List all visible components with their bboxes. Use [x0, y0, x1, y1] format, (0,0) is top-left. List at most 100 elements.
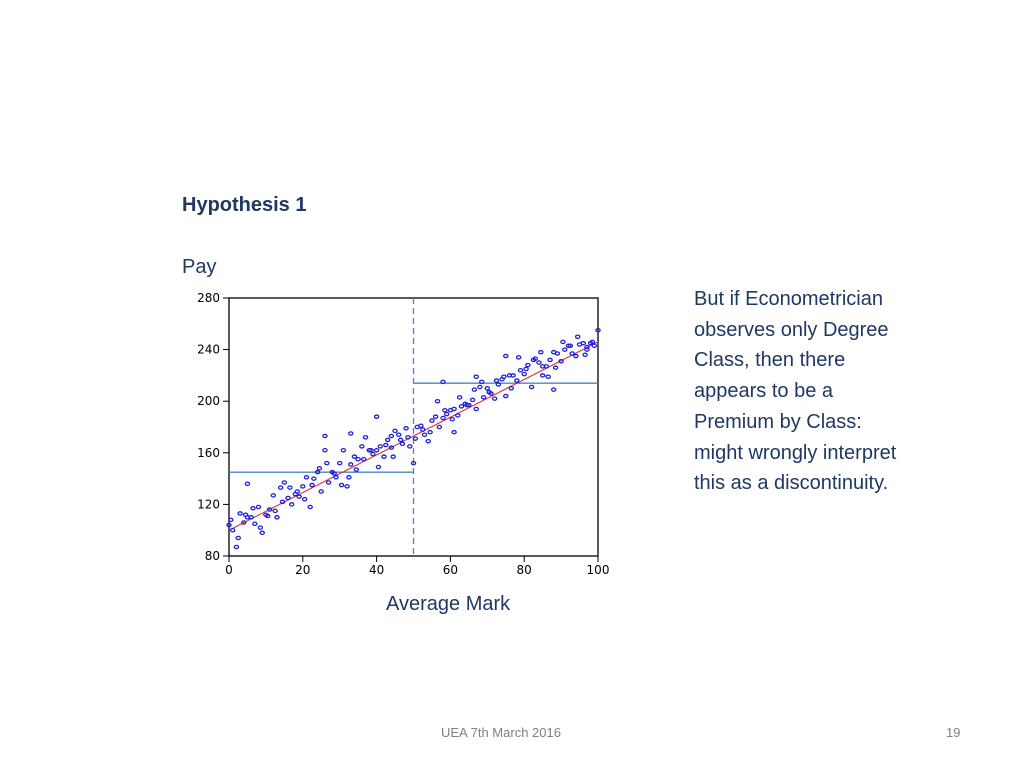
note-line: Class, then there [694, 349, 846, 372]
data-point [301, 496, 308, 502]
data-point [547, 357, 553, 363]
data-point [373, 414, 380, 419]
x-tick-label: 100 [587, 563, 610, 577]
y-tick-label: 160 [197, 446, 220, 460]
data-point [309, 482, 315, 488]
data-point [381, 454, 387, 459]
data-points [226, 327, 601, 550]
data-point [355, 456, 361, 462]
data-point [591, 343, 598, 348]
note-line: But if Econometrician [694, 288, 883, 310]
data-point [508, 386, 515, 391]
data-point [427, 429, 433, 435]
data-point [344, 484, 350, 489]
data-point [250, 506, 256, 511]
data-point [362, 435, 369, 440]
plot-frame [228, 297, 599, 557]
data-point [368, 447, 374, 453]
data-point [434, 398, 441, 404]
x-tick-label: 20 [295, 563, 310, 577]
data-point [501, 374, 507, 379]
data-point [582, 352, 588, 358]
data-point [244, 515, 251, 520]
data-point [455, 413, 461, 418]
data-point [397, 437, 404, 443]
data-point [562, 347, 568, 352]
data-point [333, 475, 339, 480]
data-point [281, 480, 288, 485]
y-tick-label: 280 [197, 291, 220, 305]
data-point [405, 435, 411, 440]
data-point [523, 366, 529, 372]
data-point [288, 502, 295, 507]
data-point [377, 444, 384, 449]
data-point [325, 480, 332, 485]
footer-event: UEA 7th March 2016 [441, 725, 561, 740]
data-point [421, 432, 428, 437]
data-point [346, 475, 352, 480]
data-point [403, 426, 409, 431]
data-point [235, 535, 241, 541]
data-point [244, 481, 251, 487]
data-point [574, 334, 581, 339]
x-tick-label: 40 [369, 563, 384, 577]
data-point [228, 517, 234, 523]
data-point [502, 353, 509, 359]
data-point [440, 379, 446, 385]
data-point [451, 429, 457, 435]
data-point [530, 357, 537, 363]
data-point [266, 507, 273, 512]
data-point [300, 484, 306, 489]
explanation-note: But if Econometrician observes only Degr… [694, 284, 974, 499]
data-point [436, 424, 443, 430]
data-point [595, 327, 601, 333]
data-point [429, 418, 435, 423]
note-line: this as a discontinuity. [694, 472, 889, 495]
data-point [580, 340, 586, 346]
data-point [316, 466, 323, 471]
data-point [543, 364, 550, 369]
data-point [477, 384, 483, 390]
x-tick-label: 60 [443, 563, 458, 577]
data-point [272, 508, 278, 514]
data-point [412, 436, 419, 441]
data-point [303, 475, 310, 480]
data-point [510, 373, 516, 378]
data-point [296, 494, 302, 499]
data-point [491, 396, 498, 401]
data-point [294, 489, 301, 494]
x-tick-label: 80 [517, 563, 532, 577]
tick-labels: 80 120 160 200 240 280 0 20 40 60 80 100 [197, 291, 609, 577]
data-point [545, 374, 551, 379]
data-point [229, 527, 236, 533]
data-point [353, 467, 360, 472]
data-point [233, 544, 240, 550]
data-point [484, 386, 491, 391]
data-point [370, 451, 376, 457]
data-point [569, 351, 575, 356]
data-point [285, 495, 291, 501]
data-point [388, 433, 395, 439]
page-number: 19 [946, 725, 961, 740]
data-point [560, 339, 566, 345]
data-point [458, 404, 465, 409]
data-point [331, 471, 337, 476]
data-point [274, 515, 280, 520]
data-point [558, 358, 564, 364]
data-point [324, 460, 330, 466]
data-point [322, 447, 328, 453]
data-point [360, 456, 367, 462]
data-point [373, 447, 380, 453]
data-point [567, 343, 574, 348]
data-point [259, 530, 265, 536]
data-point [395, 432, 402, 437]
data-point [573, 353, 579, 359]
data-point [410, 460, 417, 466]
data-point [449, 417, 455, 422]
data-point [456, 395, 463, 400]
note-line: might wrongly interpret [694, 441, 897, 464]
data-point [502, 393, 509, 399]
data-point [351, 454, 358, 459]
note-line: observes only Degree [694, 318, 889, 341]
data-point [469, 397, 476, 403]
